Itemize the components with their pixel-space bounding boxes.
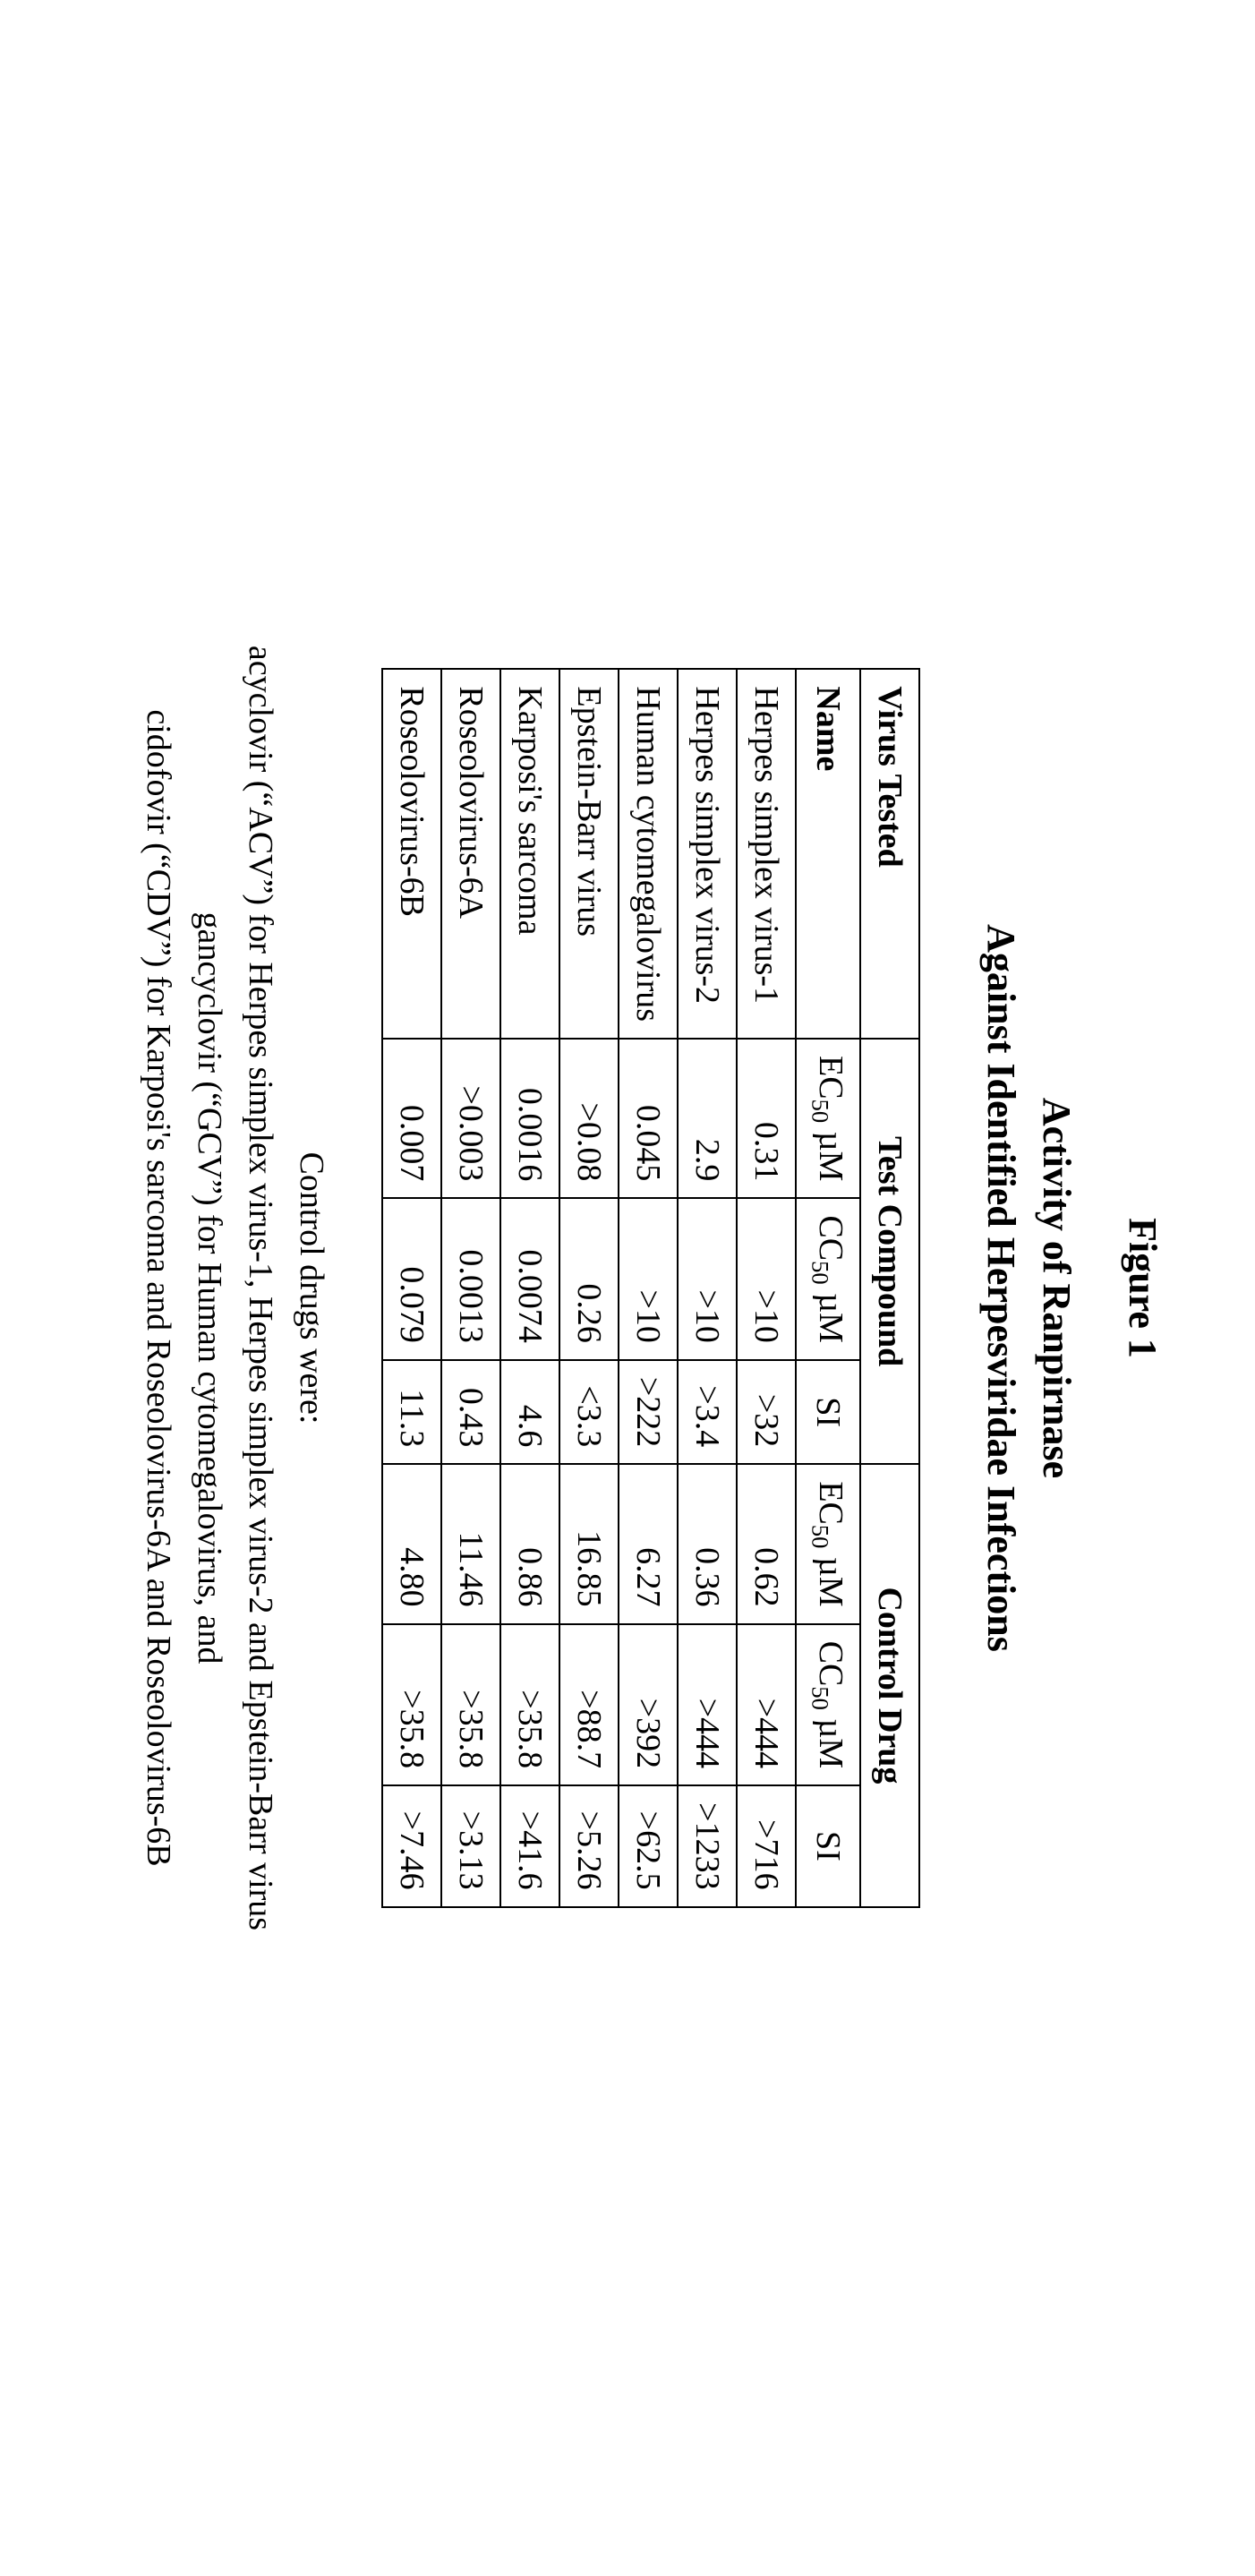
footnotes: Control drugs were: acyclovir (“ACV”) fo… [132,646,337,1930]
control-ec50-cell: 6.27 [619,1464,678,1623]
subheader-control-si: SI [796,1785,860,1906]
table-row: Herpes simplex virus-1 0.31 >10 >32 0.62… [737,669,796,1906]
header-virus-tested: Virus Tested [860,669,919,1039]
test-ec50-cell: 0.31 [737,1039,796,1198]
control-si-cell: >7.46 [382,1785,441,1906]
control-cc50-cell: >392 [619,1624,678,1785]
figure-title-line1: Activity of Ranpirnase [1035,1098,1079,1478]
control-si-cell: >716 [737,1785,796,1906]
test-cc50-cell: 0.0074 [500,1198,559,1359]
footnote-line2: gancyclovir (“GCV”) for Human cytomegalo… [184,646,235,1930]
control-cc50-cell: >88.7 [559,1624,619,1785]
footnote-intro: Control drugs were: [286,646,337,1930]
test-ec50-cell: 0.0016 [500,1039,559,1198]
virus-name-cell: Karposi's sarcoma [500,669,559,1039]
test-si-cell: 4.6 [500,1360,559,1464]
control-ec50-cell: 4.80 [382,1464,441,1623]
table-row: Roseolovirus-6B 0.007 0.079 11.3 4.80 >3… [382,669,441,1906]
table-row: Roseolovirus-6A >0.003 0.0013 0.43 11.46… [441,669,500,1906]
control-si-cell: >5.26 [559,1785,619,1906]
header-test-compound: Test Compound [860,1039,919,1464]
control-cc50-cell: >444 [678,1624,737,1785]
test-si-cell: >3.4 [678,1360,737,1464]
table-row: Karposi's sarcoma 0.0016 0.0074 4.6 0.86… [500,669,559,1906]
virus-name-cell: Roseolovirus-6B [382,669,441,1039]
control-ec50-cell: 0.36 [678,1464,737,1623]
test-ec50-cell: 2.9 [678,1039,737,1198]
test-ec50-cell: >0.003 [441,1039,500,1198]
control-ec50-cell: 16.85 [559,1464,619,1623]
control-ec50-cell: 0.62 [737,1464,796,1623]
footnote-line1: acyclovir (“ACV”) for Herpes simplex vir… [235,646,286,1930]
subheader-test-ec50: EC50 µM [796,1039,860,1198]
test-cc50-cell: 0.0013 [441,1198,500,1359]
control-ec50-cell: 0.86 [500,1464,559,1623]
test-cc50-cell: >10 [619,1198,678,1359]
test-si-cell: <3.3 [559,1360,619,1464]
test-si-cell: >222 [619,1360,678,1464]
figure-title: Activity of Ranpirnase Against Identifie… [974,924,1084,1652]
test-si-cell: 11.3 [382,1360,441,1464]
subheader-control-ec50: EC50 µM [796,1464,860,1623]
control-cc50-cell: >35.8 [382,1624,441,1785]
virus-name-cell: Epstein-Barr virus [559,669,619,1039]
figure-title-line2: Against Identified Herpesviridae Infecti… [979,924,1023,1652]
control-ec50-cell: 11.46 [441,1464,500,1623]
figure-label: Figure 1 [1120,1218,1165,1358]
test-cc50-cell: >10 [737,1198,796,1359]
virus-name-cell: Herpes simplex virus-2 [678,669,737,1039]
subheader-test-si: SI [796,1360,860,1464]
control-cc50-cell: >444 [737,1624,796,1785]
group-header-row: Virus Tested Test Compound Control Drug [860,669,919,1906]
virus-name-cell: Roseolovirus-6A [441,669,500,1039]
virus-name-cell: Herpes simplex virus-1 [737,669,796,1039]
test-si-cell: >32 [737,1360,796,1464]
sub-header-row: Name EC50 µM CC50 µM SI EC50 µM CC50 µM … [796,669,860,1906]
table-row: Herpes simplex virus-2 2.9 >10 >3.4 0.36… [678,669,737,1906]
table-row: Epstein-Barr virus >0.08 0.26 <3.3 16.85… [559,669,619,1906]
table-body: Herpes simplex virus-1 0.31 >10 >32 0.62… [382,669,796,1906]
subheader-control-cc50: CC50 µM [796,1624,860,1785]
page-content: Figure 1 Activity of Ranpirnase Against … [0,0,1255,2576]
test-ec50-cell: >0.08 [559,1039,619,1198]
subheader-test-cc50: CC50 µM [796,1198,860,1359]
test-cc50-cell: 0.079 [382,1198,441,1359]
control-cc50-cell: >35.8 [500,1624,559,1785]
test-cc50-cell: >10 [678,1198,737,1359]
test-si-cell: 0.43 [441,1360,500,1464]
control-si-cell: >41.6 [500,1785,559,1906]
table-row: Human cytomegalovirus 0.045 >10 >222 6.2… [619,669,678,1906]
virus-name-cell: Human cytomegalovirus [619,669,678,1039]
header-control-drug: Control Drug [860,1464,919,1906]
subheader-name: Name [796,669,860,1039]
test-ec50-cell: 0.045 [619,1039,678,1198]
test-cc50-cell: 0.26 [559,1198,619,1359]
footnote-line3: cidofovir (“CDV”) for Karposi's sarcoma … [132,646,184,1930]
control-cc50-cell: >35.8 [441,1624,500,1785]
test-ec50-cell: 0.007 [382,1039,441,1198]
control-si-cell: >1233 [678,1785,737,1906]
control-si-cell: >3.13 [441,1785,500,1906]
data-table: Virus Tested Test Compound Control Drug … [381,668,920,1907]
control-si-cell: >62.5 [619,1785,678,1906]
